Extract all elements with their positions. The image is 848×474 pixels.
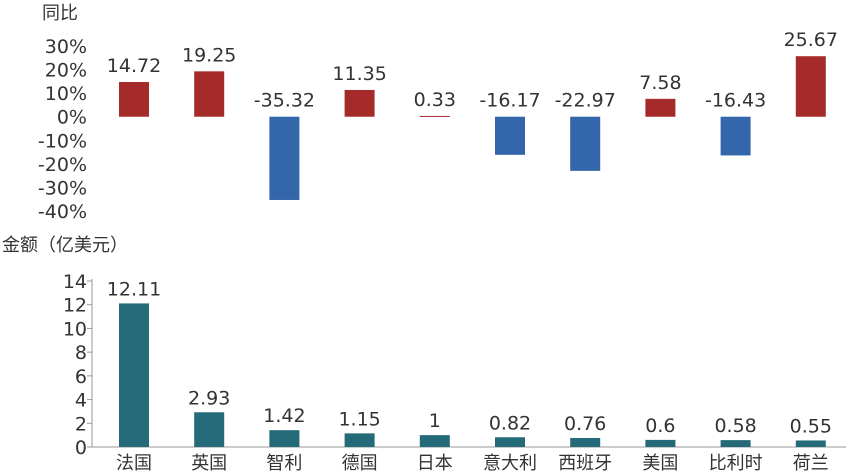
yoy-value-label: -16.43 <box>705 90 766 112</box>
top-y-tick-label: -10% <box>38 130 87 152</box>
amount-bar <box>194 412 225 447</box>
bottom-y-tick-label: 6 <box>75 366 87 388</box>
yoy-value-label: 0.33 <box>414 89 456 111</box>
amount-bar <box>645 439 676 447</box>
amount-value-label: 1.15 <box>338 408 380 430</box>
x-category-label: 比利时 <box>709 453 763 474</box>
amount-value-label: 2.93 <box>188 387 230 409</box>
amount-bar <box>269 430 300 447</box>
yoy-bar <box>570 116 601 171</box>
amount-bar <box>795 440 826 447</box>
top-y-tick-label: -40% <box>38 201 87 223</box>
amount-value-label: 1 <box>429 410 441 432</box>
x-category-label: 荷兰 <box>793 453 829 474</box>
top-y-tick-label: 20% <box>45 60 87 82</box>
x-category-label: 日本 <box>417 453 453 474</box>
yoy-value-label: 7.58 <box>639 72 681 94</box>
x-category-label: 法国 <box>116 453 152 474</box>
yoy-bar <box>194 71 225 117</box>
x-category-label: 英国 <box>191 453 227 474</box>
yoy-value-label: 14.72 <box>107 55 161 77</box>
yoy-value-label: 11.35 <box>332 63 386 85</box>
bottom-y-tick-label: 8 <box>75 342 87 364</box>
bottom-y-tick-label: 2 <box>75 413 87 435</box>
yoy-bar <box>119 82 149 117</box>
top-y-tick-label: 30% <box>45 36 87 58</box>
x-category-label: 智利 <box>266 453 302 474</box>
yoy-value-label: -22.97 <box>555 90 616 112</box>
yoy-value-label: -35.32 <box>254 90 315 112</box>
top-y-tick-label: 0% <box>57 107 87 129</box>
x-category-label: 德国 <box>342 453 378 474</box>
amount-bar <box>495 437 525 447</box>
amount-bar <box>419 435 450 447</box>
bottom-y-tick-label: 4 <box>75 390 87 412</box>
bottom-y-tick-label: 12 <box>63 295 87 317</box>
yoy-bar <box>645 98 676 117</box>
yoy-bar <box>269 116 300 200</box>
amount-bar <box>344 433 375 447</box>
bottom-y-tick-label: 10 <box>63 318 87 340</box>
amount-value-label: 0.58 <box>714 415 756 437</box>
amount-value-label: 0.76 <box>564 413 606 435</box>
amount-bar <box>720 440 751 447</box>
amount-value-label: 0.55 <box>790 415 832 437</box>
x-category-label: 西班牙 <box>558 453 612 474</box>
yoy-bar <box>795 56 826 117</box>
amount-value-label: 1.42 <box>263 405 305 427</box>
yoy-value-label: -16.17 <box>479 90 540 112</box>
x-category-label: 意大利 <box>483 453 537 474</box>
yoy-value-label: 19.25 <box>182 44 236 66</box>
amount-bar <box>119 303 149 447</box>
x-category-label: 美国 <box>642 453 678 474</box>
bottom-y-axis-title: 金额（亿美元） <box>2 235 128 256</box>
bottom-y-tick-label: 0 <box>75 437 87 459</box>
top-y-axis-title: 同比 <box>42 3 78 24</box>
top-y-tick-label: -20% <box>38 154 87 176</box>
yoy-bar <box>495 116 525 155</box>
amount-value-label: 0.82 <box>489 412 531 434</box>
amount-bar <box>570 437 601 447</box>
top-y-tick-label: -30% <box>38 177 87 199</box>
amount-value-label: 0.6 <box>645 415 675 437</box>
bottom-y-tick-label: 14 <box>63 271 87 293</box>
top-y-tick-label: 10% <box>45 83 87 105</box>
yoy-bar <box>419 115 450 117</box>
yoy-bar <box>344 89 375 117</box>
yoy-value-label: 25.67 <box>784 29 838 51</box>
yoy-bar <box>720 116 751 156</box>
amount-value-label: 12.11 <box>107 278 161 300</box>
